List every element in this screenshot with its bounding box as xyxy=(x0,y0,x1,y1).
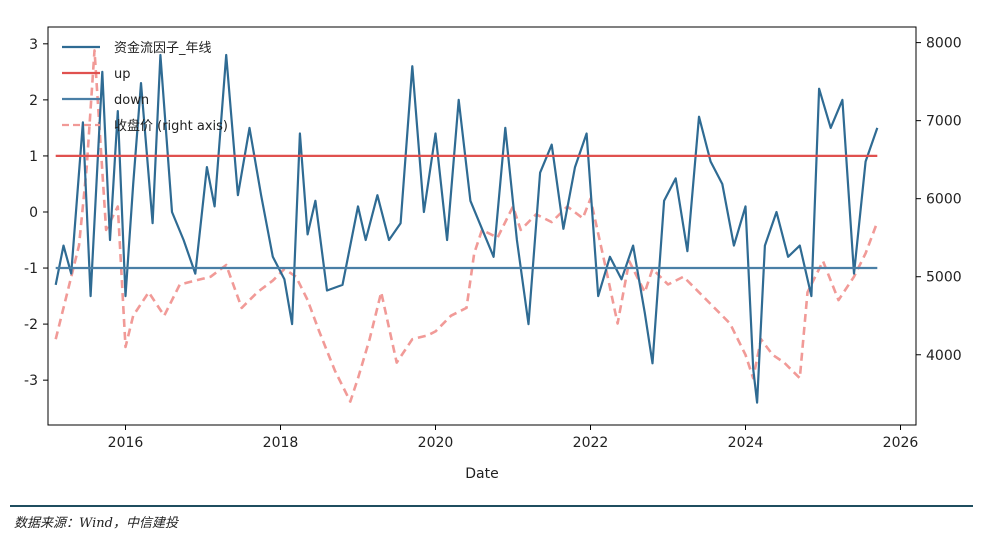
y-left-tick-label: 2 xyxy=(29,93,38,109)
x-tick-label: 2024 xyxy=(728,435,764,451)
y-left-tick-label: 3 xyxy=(29,37,38,53)
legend-label-up: up xyxy=(114,67,131,82)
chart-svg: 2016 2018 2020 2022 2024 2026 3 2 1 0 -1 -2 -3 8000… xyxy=(24,26,962,482)
x-tick-label: 2026 xyxy=(883,435,919,451)
x-axis-label: Date xyxy=(465,466,498,482)
x-tick-label: 2020 xyxy=(418,435,454,451)
y-right-tick-label: 4000 xyxy=(926,348,962,364)
y-right-tick-label: 8000 xyxy=(926,36,962,52)
y-right-tick-label: 5000 xyxy=(926,270,962,286)
series-line-factor xyxy=(54,53,879,404)
footer-rule xyxy=(10,505,973,507)
y-right-tick-label: 6000 xyxy=(926,192,962,208)
source-note: 数据来源：Wind，中信建投 xyxy=(14,516,178,531)
y-left-axis-ticks: 3 2 1 0 -1 -2 -3 xyxy=(24,37,48,389)
y-left-tick-label: -3 xyxy=(24,373,38,389)
y-left-tick-label: -2 xyxy=(24,317,38,333)
y-left-tick-label: -1 xyxy=(24,261,38,277)
x-tick-label: 2016 xyxy=(108,435,144,451)
x-tick-label: 2022 xyxy=(573,435,609,451)
x-tick-label: 2018 xyxy=(263,435,299,451)
legend-label-close: 收盘价 (right axis) xyxy=(114,118,228,134)
y-right-tick-label: 7000 xyxy=(926,114,962,130)
x-axis-ticks: 2016 2018 2020 2022 2024 2026 xyxy=(108,425,919,451)
legend-label-factor: 资金流因子_年线 xyxy=(114,40,212,56)
y-left-tick-label: 0 xyxy=(29,205,38,221)
series-line-close xyxy=(54,49,879,403)
y-right-axis-ticks: 8000 7000 6000 5000 4000 xyxy=(916,36,962,364)
legend-label-down: down xyxy=(114,93,149,108)
y-left-tick-label: 1 xyxy=(29,149,38,165)
series-layer xyxy=(54,49,879,404)
